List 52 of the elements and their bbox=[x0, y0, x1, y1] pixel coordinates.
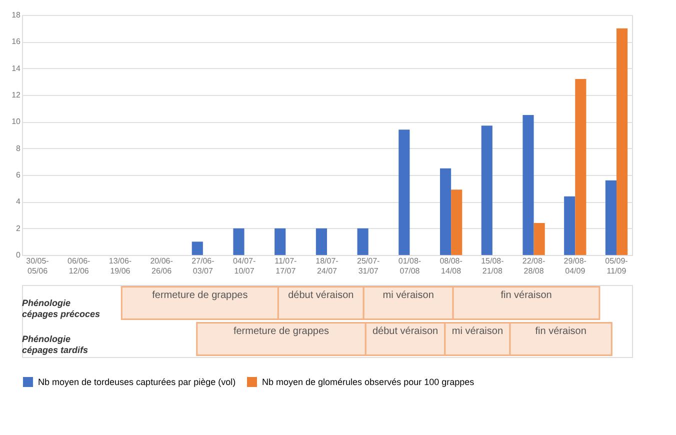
bar bbox=[274, 228, 286, 255]
legend-label: Nb moyen de tordeuses capturées par piège (vol) bbox=[38, 377, 236, 387]
bar bbox=[522, 115, 534, 255]
y-tick-label: 2 bbox=[16, 224, 22, 233]
text: fin véraison bbox=[535, 326, 586, 337]
text: fermeture de grappes bbox=[152, 290, 248, 301]
x-tick-label: 29/08-04/09 bbox=[564, 256, 587, 276]
bar bbox=[564, 196, 576, 255]
x-tick-label: 04/07-10/07 bbox=[232, 256, 256, 276]
y-tick-label: 16 bbox=[12, 37, 22, 46]
x-tick-label: 05/09-11/09 bbox=[605, 256, 628, 276]
y-tick-label: 12 bbox=[12, 90, 22, 100]
y-tick-label: 8 bbox=[16, 144, 22, 153]
text: Phénologie cépages tardifs bbox=[22, 334, 88, 355]
text: début véraison bbox=[372, 326, 438, 337]
bar bbox=[451, 190, 462, 255]
bar bbox=[192, 242, 203, 255]
text: début véraison bbox=[288, 290, 354, 301]
y-tick-label: 14 bbox=[12, 64, 22, 73]
bar bbox=[605, 180, 616, 255]
text: mi véraison bbox=[452, 326, 504, 337]
bar bbox=[575, 79, 586, 255]
text: mi véraison bbox=[382, 290, 434, 301]
x-tick-label: 27/06-03/07 bbox=[192, 256, 215, 276]
bar bbox=[481, 126, 492, 255]
text: fin véraison bbox=[500, 290, 552, 301]
bar bbox=[616, 28, 628, 255]
bar bbox=[440, 168, 452, 255]
text: fermeture de grappes bbox=[233, 326, 330, 337]
y-tick-label: 18 bbox=[12, 10, 22, 20]
y-tick-label: 0 bbox=[16, 250, 22, 260]
x-tick-label: 01/08-07/08 bbox=[398, 256, 422, 276]
x-tick-label: 06/06-12/06 bbox=[68, 256, 91, 276]
bar bbox=[316, 228, 327, 255]
x-tick-label: 22/08-28/08 bbox=[522, 256, 546, 276]
bar bbox=[534, 223, 545, 255]
x-tick-label: 13/06-19/06 bbox=[108, 256, 132, 276]
bar bbox=[398, 130, 410, 255]
x-tick-label: 30/05-05/06 bbox=[26, 256, 50, 276]
y-tick-label: 10 bbox=[12, 117, 22, 126]
bar bbox=[233, 228, 244, 255]
x-tick-label: 08/08-14/08 bbox=[440, 256, 463, 276]
x-tick-label: 20/06-26/06 bbox=[150, 256, 174, 276]
x-tick-label: 25/07-31/07 bbox=[357, 256, 380, 276]
y-tick-label: 6 bbox=[16, 170, 22, 180]
text: Phénologie cépages précoces bbox=[22, 298, 100, 319]
legend-label: Nb moyen de glomérules observés pour 100 grappes bbox=[262, 377, 475, 387]
x-tick-label: 15/08-21/08 bbox=[481, 256, 504, 276]
y-tick-label: 4 bbox=[16, 197, 22, 206]
x-tick-label: 11/07-17/07 bbox=[274, 256, 298, 276]
bar bbox=[357, 228, 368, 255]
x-tick-label: 18/07-24/07 bbox=[316, 256, 339, 276]
